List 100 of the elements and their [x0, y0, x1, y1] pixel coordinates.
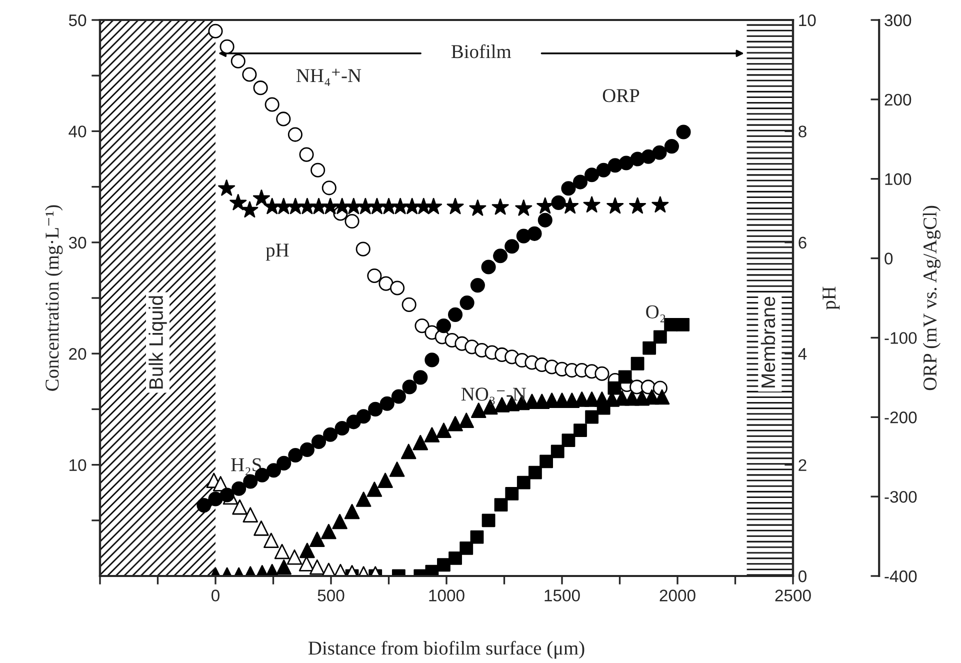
point	[527, 226, 542, 241]
point	[528, 466, 542, 480]
point	[264, 97, 280, 112]
point	[436, 422, 452, 438]
point	[608, 381, 622, 395]
point	[594, 366, 610, 381]
point	[583, 196, 600, 212]
x-axis-title: Distance from biofilm surface (μm)	[308, 640, 584, 659]
point	[298, 198, 316, 214]
point	[493, 248, 508, 264]
point	[220, 488, 234, 502]
point	[676, 318, 690, 332]
point	[321, 524, 336, 540]
point	[550, 444, 564, 458]
point	[412, 434, 428, 450]
point	[232, 499, 248, 515]
point	[641, 149, 656, 164]
point	[469, 200, 486, 216]
point	[437, 558, 450, 572]
y2-tick-label: 10	[799, 14, 816, 26]
point	[254, 520, 269, 536]
point	[300, 442, 314, 457]
point	[492, 198, 509, 215]
point	[618, 370, 632, 384]
point	[196, 498, 212, 513]
point	[400, 444, 416, 460]
y-tick-label: 20	[69, 348, 86, 360]
point	[425, 198, 442, 214]
point	[596, 162, 611, 178]
point	[323, 427, 338, 442]
point	[276, 112, 291, 126]
point	[367, 268, 382, 284]
point	[356, 492, 372, 507]
x-tick-label: 0	[212, 590, 220, 602]
point	[446, 198, 464, 214]
y-axis-title: Concentration (mg·L⁻¹)	[45, 205, 63, 391]
text: ORP	[602, 89, 640, 102]
point	[322, 198, 339, 214]
point	[311, 434, 326, 450]
point	[266, 463, 281, 478]
series-label: O₂	[646, 305, 666, 322]
point	[653, 330, 667, 344]
point	[344, 504, 360, 520]
point	[253, 80, 268, 96]
point	[402, 380, 417, 394]
point	[494, 498, 508, 512]
point	[366, 482, 382, 497]
point	[642, 341, 656, 355]
point	[515, 200, 532, 216]
point	[460, 541, 474, 555]
point	[652, 196, 669, 212]
point	[230, 54, 246, 68]
point	[378, 472, 393, 488]
point	[505, 487, 519, 500]
point	[243, 474, 258, 489]
point	[562, 434, 576, 448]
y2-tick-label: 0	[798, 570, 806, 582]
point	[274, 544, 290, 560]
point	[389, 462, 405, 477]
point	[584, 168, 600, 182]
point	[470, 278, 485, 293]
point	[538, 212, 552, 228]
point	[298, 556, 314, 572]
point	[288, 127, 302, 142]
point	[504, 239, 520, 254]
point	[300, 542, 315, 558]
point	[310, 162, 326, 178]
series-label: NH₄⁺-N	[296, 68, 362, 86]
point	[413, 370, 428, 385]
x-tick-label: 500	[318, 590, 344, 602]
point	[540, 454, 553, 468]
point	[561, 181, 576, 196]
y3-tick-label: -300	[884, 490, 917, 503]
point	[208, 492, 223, 506]
point	[402, 297, 416, 312]
y3-tick-label: 200	[884, 94, 912, 106]
point	[572, 174, 588, 190]
y3-tick-label: -100	[884, 332, 917, 344]
point	[242, 507, 258, 522]
band-label: Membrane	[760, 296, 776, 388]
point	[448, 552, 462, 565]
point	[276, 456, 292, 470]
y2-axis-title: pH	[822, 286, 840, 310]
point	[551, 195, 566, 210]
point	[618, 156, 634, 170]
point	[232, 481, 246, 496]
point	[676, 124, 691, 140]
band-label: Bulk Liquid	[148, 296, 167, 388]
point	[390, 280, 405, 296]
point	[585, 410, 599, 424]
point	[286, 198, 304, 214]
point	[356, 242, 370, 256]
y3-tick-label: 300	[884, 14, 912, 26]
point	[378, 276, 394, 291]
y2-tick-label: 8	[798, 126, 806, 138]
point	[286, 549, 302, 565]
point	[220, 39, 234, 54]
y-tick-label: 50	[68, 14, 86, 26]
point	[299, 147, 314, 162]
point	[629, 197, 646, 214]
